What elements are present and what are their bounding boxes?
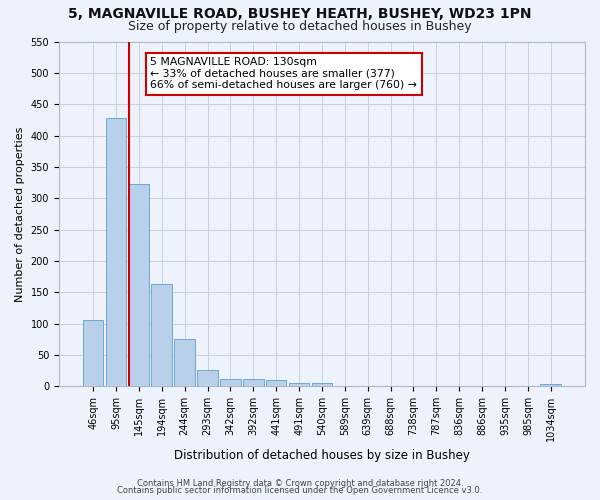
Text: Contains public sector information licensed under the Open Government Licence v3: Contains public sector information licen… bbox=[118, 486, 482, 495]
Bar bbox=[289, 383, 310, 386]
Bar bbox=[106, 118, 126, 386]
Bar bbox=[83, 320, 103, 386]
X-axis label: Distribution of detached houses by size in Bushey: Distribution of detached houses by size … bbox=[174, 450, 470, 462]
Text: Size of property relative to detached houses in Bushey: Size of property relative to detached ho… bbox=[128, 20, 472, 33]
Text: 5 MAGNAVILLE ROAD: 130sqm
← 33% of detached houses are smaller (377)
66% of semi: 5 MAGNAVILLE ROAD: 130sqm ← 33% of detac… bbox=[151, 57, 417, 90]
Text: 5, MAGNAVILLE ROAD, BUSHEY HEATH, BUSHEY, WD23 1PN: 5, MAGNAVILLE ROAD, BUSHEY HEATH, BUSHEY… bbox=[68, 8, 532, 22]
Bar bbox=[175, 339, 195, 386]
Bar bbox=[151, 284, 172, 386]
Bar bbox=[243, 378, 263, 386]
Y-axis label: Number of detached properties: Number of detached properties bbox=[15, 126, 25, 302]
Text: Contains HM Land Registry data © Crown copyright and database right 2024.: Contains HM Land Registry data © Crown c… bbox=[137, 478, 463, 488]
Bar bbox=[541, 384, 561, 386]
Bar bbox=[220, 378, 241, 386]
Bar bbox=[311, 383, 332, 386]
Bar bbox=[197, 370, 218, 386]
Bar bbox=[128, 184, 149, 386]
Bar bbox=[266, 380, 286, 386]
